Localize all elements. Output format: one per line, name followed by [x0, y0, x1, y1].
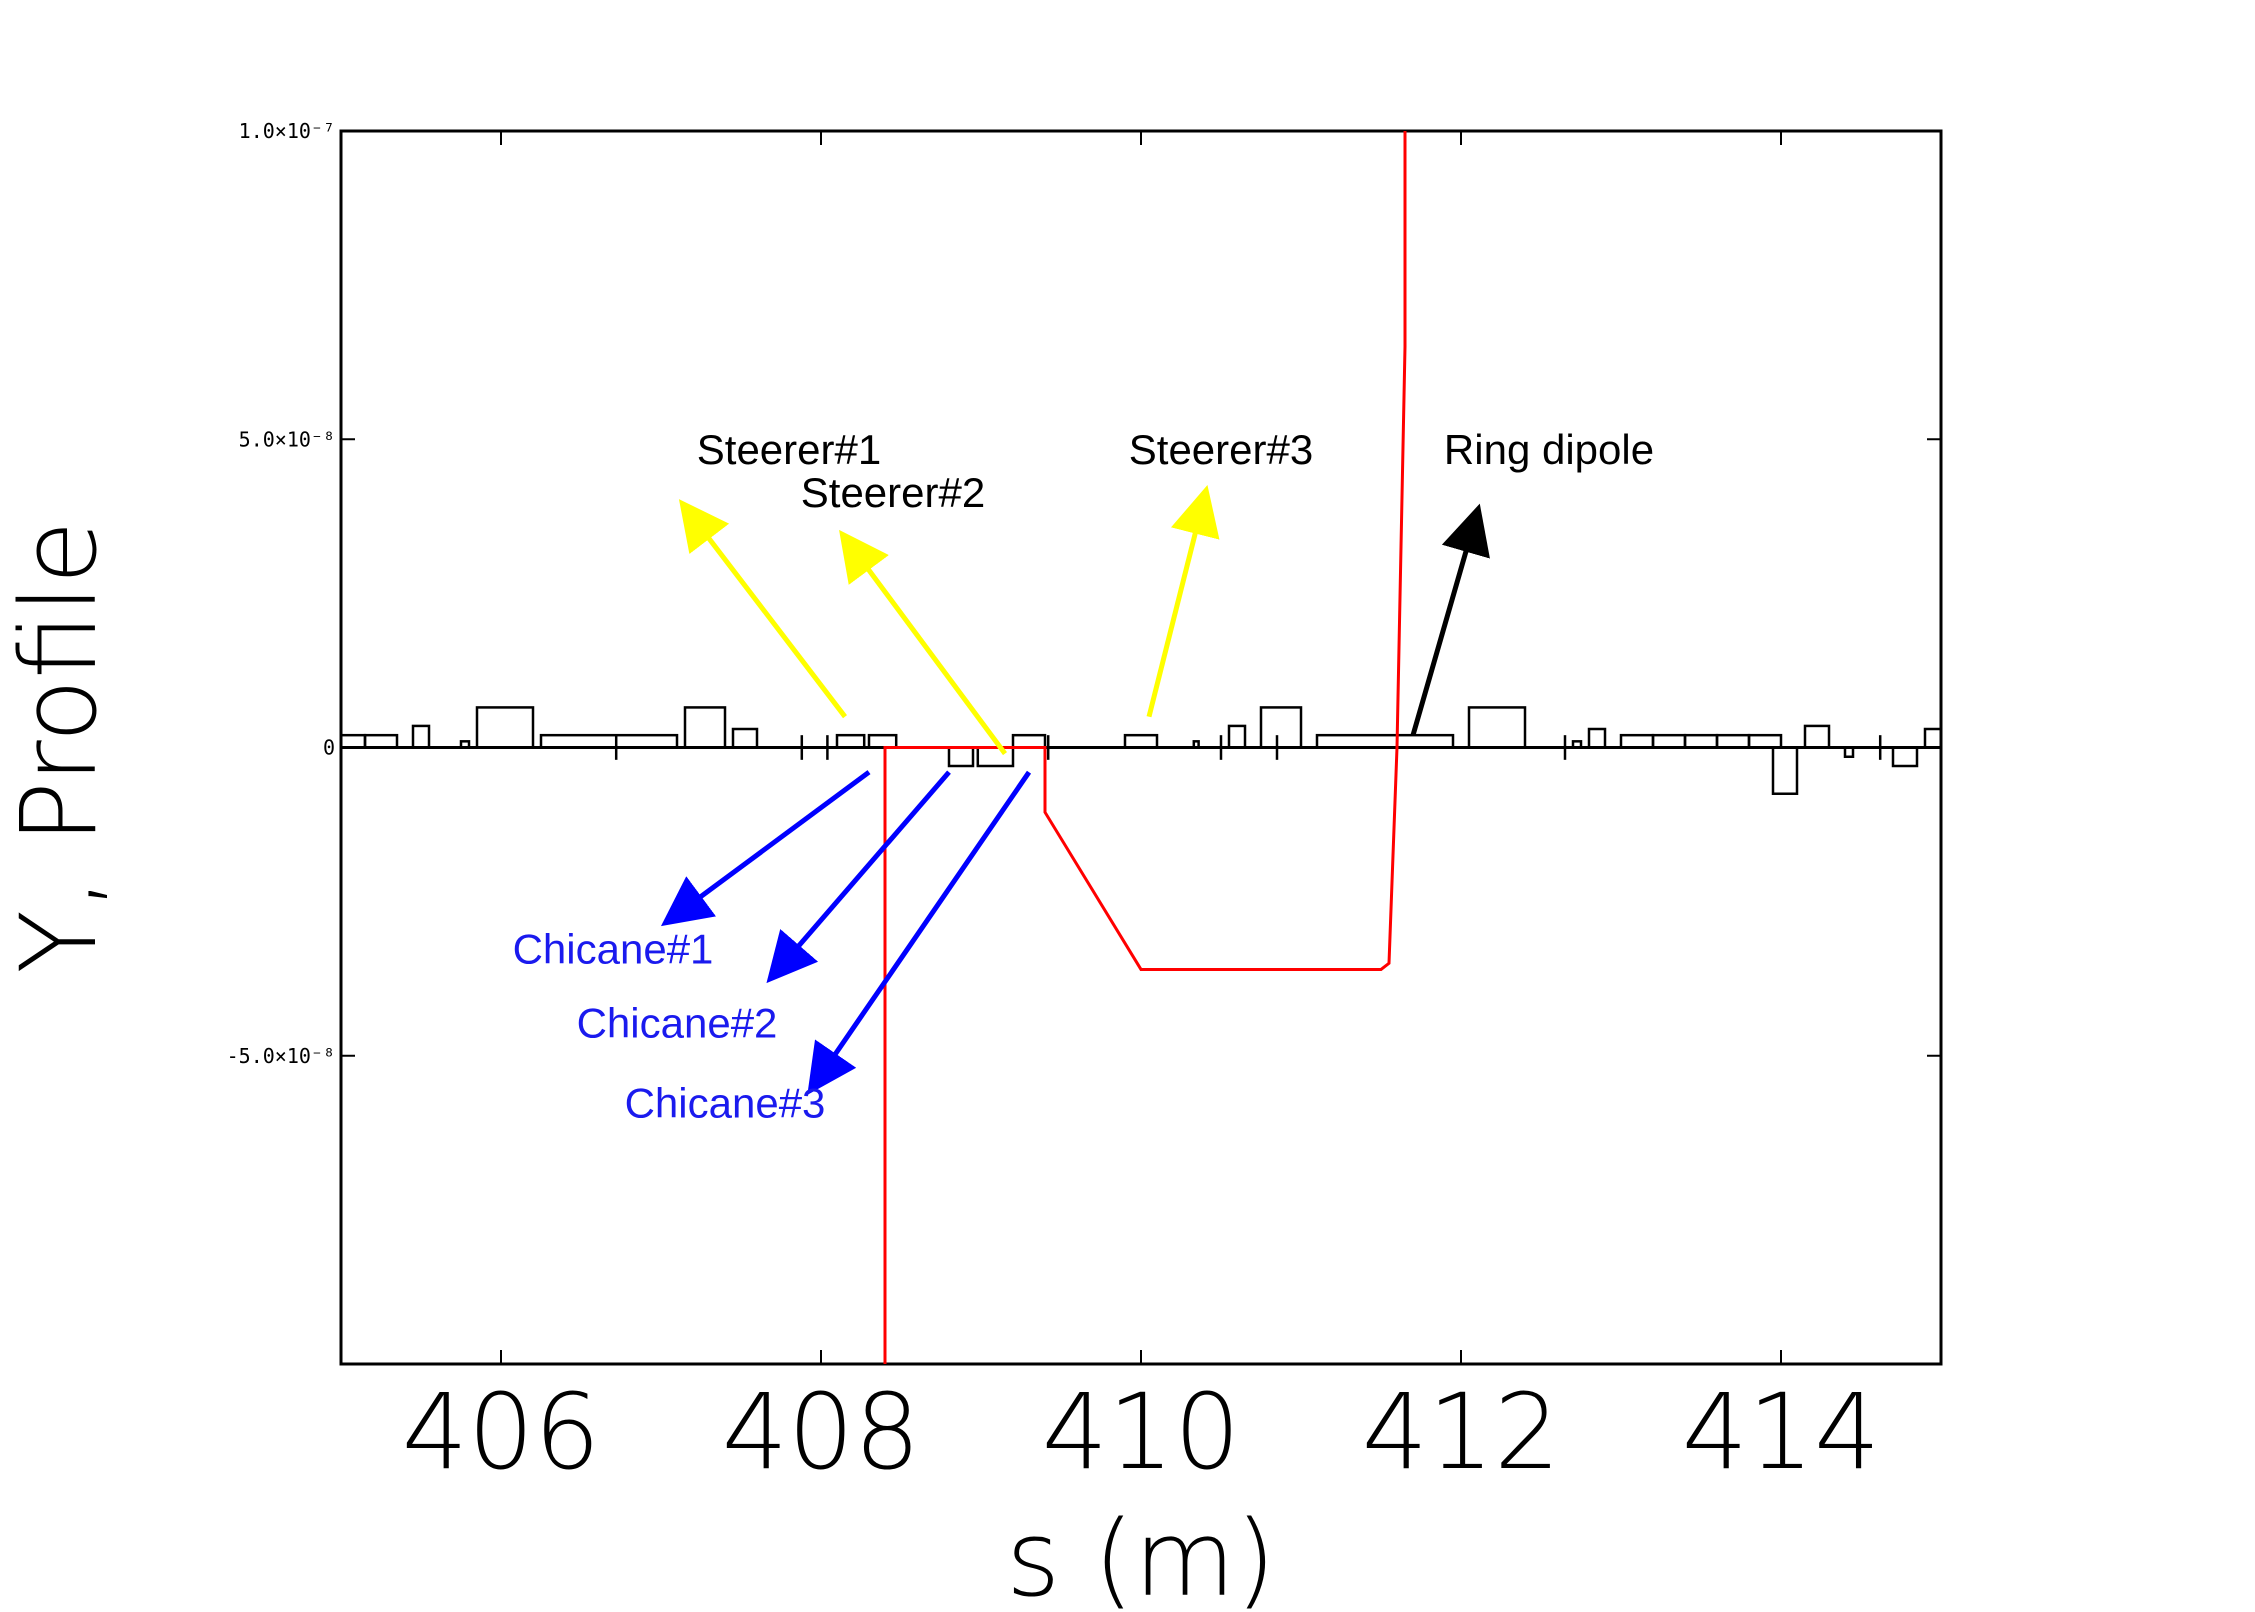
- annotation-label: Steerer#1: [697, 426, 881, 473]
- x-tick-label: 414: [1682, 1371, 1881, 1493]
- y-tick-labels: -5.0×10⁻⁸ 0 5.0×10⁻⁸ 1.0×10⁻⁷: [227, 119, 335, 1068]
- annotation-arrow: [766, 770, 951, 984]
- annotation-arrow: [660, 770, 871, 927]
- lattice-element: [1715, 733, 1751, 749]
- annotation-label: Chicane#2: [577, 999, 778, 1046]
- annotation-arrow: [1410, 503, 1490, 736]
- lattice-element: [539, 733, 679, 749]
- x-tick-label: 406: [402, 1371, 601, 1493]
- lattice-element: [1123, 733, 1159, 749]
- lattice-element: [1571, 740, 1583, 749]
- lattice-element: [1467, 706, 1527, 749]
- y-tick-label: 5.0×10⁻⁸: [239, 427, 335, 451]
- lattice-element: [1843, 746, 1855, 758]
- lattice-element: [1747, 733, 1783, 749]
- annotation-arrow: [807, 770, 1032, 1095]
- lattice-element: [683, 706, 727, 749]
- series-lines: [883, 131, 1407, 1364]
- lattice-element: [1192, 740, 1200, 749]
- x-tick-labels: 406 408 410 412 414: [402, 1371, 1881, 1493]
- y-tick-label: 0: [323, 736, 335, 760]
- lattice-element: [339, 733, 367, 749]
- lattice-element: [976, 746, 1015, 768]
- annotation-arrow: [839, 529, 1008, 756]
- lattice-element: [1315, 733, 1455, 749]
- lattice-element: [731, 727, 759, 749]
- annotation-arrow: [1146, 485, 1220, 718]
- annotation-label: Chicane#1: [513, 925, 714, 972]
- y-tick-label: 1.0×10⁻⁷: [239, 119, 335, 143]
- lattice-element: [411, 724, 431, 749]
- lattice-element: [363, 733, 399, 749]
- lattice-element: [1923, 727, 1943, 749]
- annotation-label: Ring dipole: [1444, 426, 1654, 473]
- x-axis-title: s (m): [1006, 1498, 1276, 1612]
- annotation-label: Chicane#3: [625, 1079, 826, 1126]
- lattice-element: [1771, 746, 1799, 795]
- lattice-element: [1891, 746, 1919, 768]
- x-tick-label: 410: [1042, 1371, 1241, 1493]
- series-line: [883, 131, 1407, 1364]
- lattice-element: [459, 740, 471, 749]
- lattice-element: [475, 706, 535, 749]
- lattice-element: [1259, 706, 1303, 749]
- lattice-element: [1803, 724, 1831, 749]
- x-tick-label: 408: [722, 1371, 921, 1493]
- lattice-element: [867, 733, 898, 749]
- annotation-label: Steerer#3: [1129, 426, 1313, 473]
- lattice-element: [1683, 733, 1719, 749]
- y-axis-title: Y, Profile: [0, 520, 120, 973]
- y-tick-label: -5.0×10⁻⁸: [227, 1044, 335, 1068]
- annotation-label: Steerer#2: [801, 469, 985, 516]
- annotation-arrow: [678, 499, 847, 719]
- lattice-element: [1227, 724, 1247, 749]
- lattice-element: [835, 733, 866, 749]
- lattice-element: [1619, 733, 1655, 749]
- lattice-element: [947, 746, 975, 768]
- lattice-element: [1587, 727, 1607, 749]
- lattice-element: [1011, 733, 1047, 749]
- x-tick-label: 412: [1362, 1371, 1561, 1493]
- lattice-elements: [339, 706, 1943, 795]
- lattice-element: [1651, 733, 1687, 749]
